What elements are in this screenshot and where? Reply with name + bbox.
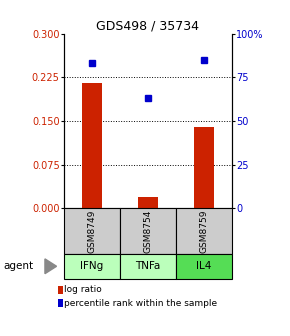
Text: GSM8749: GSM8749 <box>87 209 96 253</box>
Bar <box>194 127 214 208</box>
Text: IL4: IL4 <box>196 261 212 271</box>
Text: percentile rank within the sample: percentile rank within the sample <box>64 299 217 308</box>
Text: log ratio: log ratio <box>64 285 102 294</box>
Text: TNFa: TNFa <box>135 261 161 271</box>
Text: GSM8754: GSM8754 <box>143 209 153 253</box>
Text: IFNg: IFNg <box>80 261 104 271</box>
Text: GSM8759: GSM8759 <box>200 209 209 253</box>
Title: GDS498 / 35734: GDS498 / 35734 <box>96 19 200 33</box>
Bar <box>82 83 102 208</box>
Polygon shape <box>45 259 57 274</box>
Bar <box>138 197 158 208</box>
Text: agent: agent <box>3 261 33 271</box>
